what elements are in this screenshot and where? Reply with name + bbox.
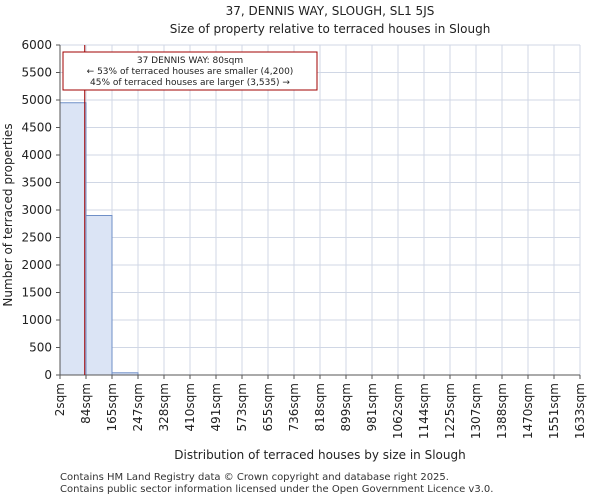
chart: 37, DENNIS WAY, SLOUGH, SL1 5JS Size of … <box>1 4 587 462</box>
x-tick-label: 247sqm <box>131 383 145 431</box>
x-tick-label: 2sqm <box>53 383 67 416</box>
x-tick-label: 491sqm <box>209 383 223 431</box>
y-tick-label: 500 <box>29 341 52 355</box>
annotation-line: 45% of terraced houses are larger (3,535… <box>90 78 290 88</box>
y-ticks: 0 500 1000 1500 2000 2500 3000 3500 4000 4500 5000… <box>21 38 60 382</box>
footer-line-1: Contains HM Land Registry data © Crown c… <box>60 472 449 483</box>
marker: 37 DENNIS WAY: 80sqm← 53% of terraced ho… <box>62 45 318 375</box>
x-tick-label: 1633sqm <box>573 383 587 439</box>
x-tick-label: 328sqm <box>157 383 171 431</box>
x-axis-label: Distribution of terraced houses by size … <box>174 448 465 462</box>
x-tick-label: 1062sqm <box>391 383 405 439</box>
y-tick-label: 5000 <box>21 93 52 107</box>
x-tick-label: 736sqm <box>287 383 301 431</box>
grid <box>59 44 581 376</box>
y-tick-label: 2500 <box>21 231 52 245</box>
bar <box>59 102 87 376</box>
x-tick-label: 165sqm <box>105 383 119 431</box>
y-tick-label: 1500 <box>21 286 52 300</box>
x-tick-label: 1144sqm <box>417 383 431 439</box>
x-tick-label: 1225sqm <box>443 383 457 439</box>
chart-subtitle: Size of property relative to terraced ho… <box>170 22 491 36</box>
x-tick-label: 84sqm <box>79 383 93 424</box>
x-tick-label: 1388sqm <box>495 383 509 439</box>
y-tick-label: 0 <box>44 368 52 382</box>
x-tick-label: 1307sqm <box>469 383 483 439</box>
x-tick-label: 818sqm <box>313 383 327 431</box>
annotation-line: 37 DENNIS WAY: 80sqm <box>137 56 243 66</box>
y-tick-label: 2000 <box>21 258 52 272</box>
annotation-box <box>62 51 318 91</box>
annotation-line: ← 53% of terraced houses are smaller (4,… <box>87 67 294 77</box>
x-tick-label: 410sqm <box>183 383 197 431</box>
bar <box>85 215 113 376</box>
y-tick-label: 6000 <box>21 38 52 52</box>
x-tick-label: 655sqm <box>261 383 275 431</box>
x-tick-label: 899sqm <box>339 383 353 431</box>
y-tick-label: 4000 <box>21 148 52 162</box>
chart-title: 37, DENNIS WAY, SLOUGH, SL1 5JS <box>226 4 435 18</box>
x-tick-label: 981sqm <box>365 383 379 431</box>
y-tick-label: 4500 <box>21 121 52 135</box>
y-tick-label: 3500 <box>21 176 52 190</box>
x-tick-label: 1551sqm <box>547 383 561 439</box>
x-tick-label: 1470sqm <box>521 383 535 439</box>
bars <box>59 102 139 376</box>
footer-line-2: Contains public sector information licen… <box>60 484 494 495</box>
y-tick-label: 5500 <box>21 66 52 80</box>
y-tick-label: 3000 <box>21 203 52 217</box>
y-tick-label: 1000 <box>21 313 52 327</box>
y-axis-label: Number of terraced properties <box>1 123 15 306</box>
x-tick-label: 573sqm <box>235 383 249 431</box>
x-ticks: 2sqm 84sqm 165sqm 247sqm 328sqm 410sqm 491sqm 5… <box>53 375 587 439</box>
